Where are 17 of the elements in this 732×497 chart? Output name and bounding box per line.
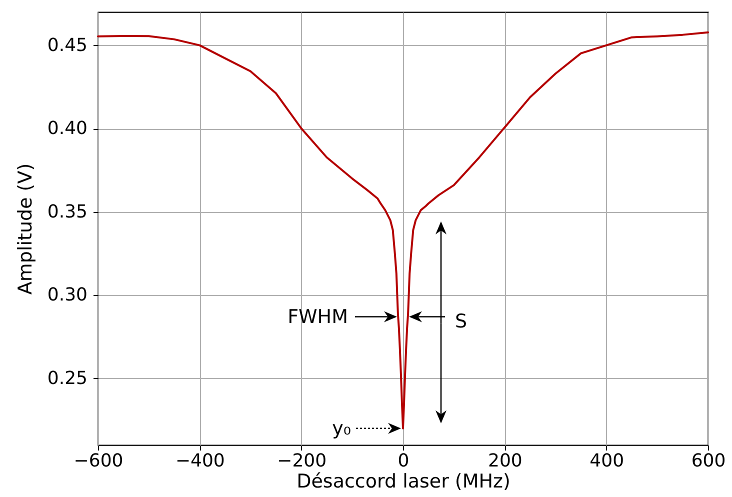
- annotation: S: [455, 310, 468, 332]
- y-tick-label: 0.35: [47, 201, 88, 222]
- x-tick-label: 200: [488, 450, 522, 472]
- y-tick-label: 0.25: [47, 368, 88, 389]
- annotation: FWHM: [288, 306, 348, 328]
- y-axis-title: Amplitude (V): [14, 163, 36, 295]
- annotation: y₀: [332, 417, 351, 440]
- x-tick-label: 400: [590, 450, 624, 472]
- x-tick-label: 0: [398, 450, 410, 472]
- y-tick-label: 0.45: [47, 34, 88, 56]
- x-tick-label: 600: [691, 450, 726, 472]
- x-tick-label: −400: [175, 450, 225, 472]
- y-tick-label: 0.30: [47, 284, 88, 306]
- y-tick-label: 0.40: [47, 118, 88, 140]
- x-tick-label: −200: [277, 450, 327, 472]
- x-axis-title: Désaccord laser (MHz): [296, 470, 510, 492]
- x-tick-label: −600: [74, 450, 124, 472]
